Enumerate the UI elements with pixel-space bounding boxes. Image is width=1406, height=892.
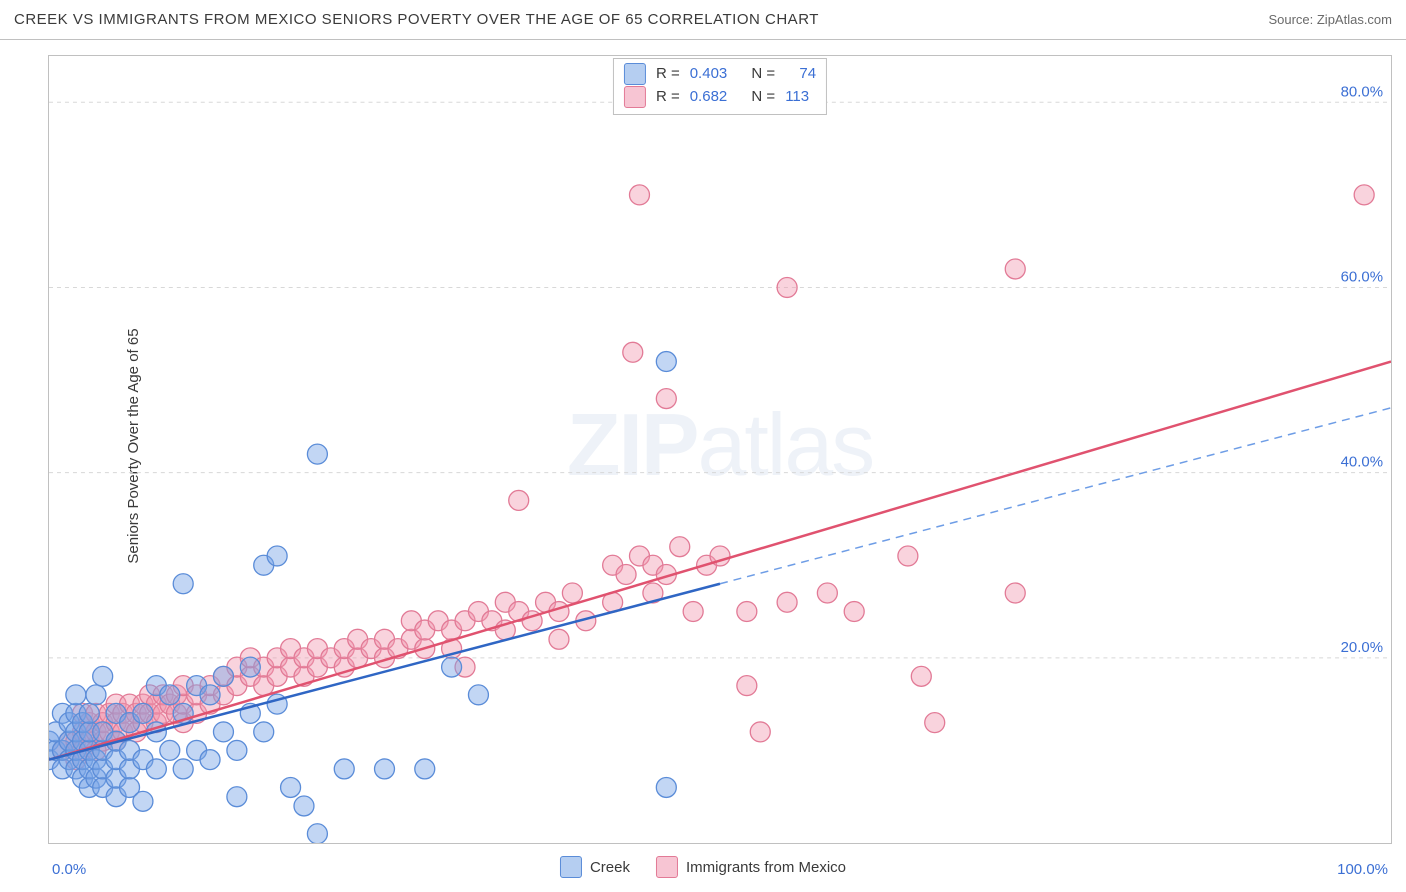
r-value-pink: 0.682	[690, 86, 728, 109]
plot-area: ZIPatlas 20.0% 40.0% 60.0% 80.0% R = 0.403 …	[48, 55, 1392, 844]
watermark: ZIPatlas	[567, 395, 873, 494]
n-value-blue: 74	[799, 63, 816, 86]
page-title: CREEK VS IMMIGRANTS FROM MEXICO SENIORS …	[14, 11, 819, 28]
swatch-pink-icon	[656, 856, 678, 878]
legend-row-blue: R = 0.403 N = 74	[624, 63, 816, 86]
x-axis-min-label: 0.0%	[52, 861, 86, 878]
legend-item-mexico: Immigrants from Mexico	[656, 856, 846, 878]
chart-svg: ZIPatlas 20.0% 40.0% 60.0% 80.0%	[49, 56, 1391, 843]
source-label: Source: ZipAtlas.com	[1268, 12, 1392, 27]
swatch-pink	[624, 86, 646, 108]
svg-text:80.0%: 80.0%	[1341, 83, 1383, 100]
gridlines	[49, 102, 1391, 658]
n-value-pink: 113	[785, 86, 809, 109]
legend-row-pink: R = 0.682 N = 113	[624, 86, 816, 109]
series-legend: Creek Immigrants from Mexico	[560, 856, 846, 878]
svg-text:20.0%: 20.0%	[1341, 639, 1383, 656]
correlation-legend: R = 0.403 N = 74 R = 0.682 N = 113	[613, 58, 827, 115]
swatch-blue-icon	[560, 856, 582, 878]
header-bar: CREEK VS IMMIGRANTS FROM MEXICO SENIORS …	[0, 0, 1406, 40]
svg-text:40.0%: 40.0%	[1341, 454, 1383, 471]
r-value-blue: 0.403	[690, 63, 728, 86]
x-axis-max-label: 100.0%	[1337, 861, 1388, 878]
swatch-blue	[624, 63, 646, 85]
svg-text:60.0%: 60.0%	[1341, 268, 1383, 285]
legend-item-creek: Creek	[560, 856, 630, 878]
